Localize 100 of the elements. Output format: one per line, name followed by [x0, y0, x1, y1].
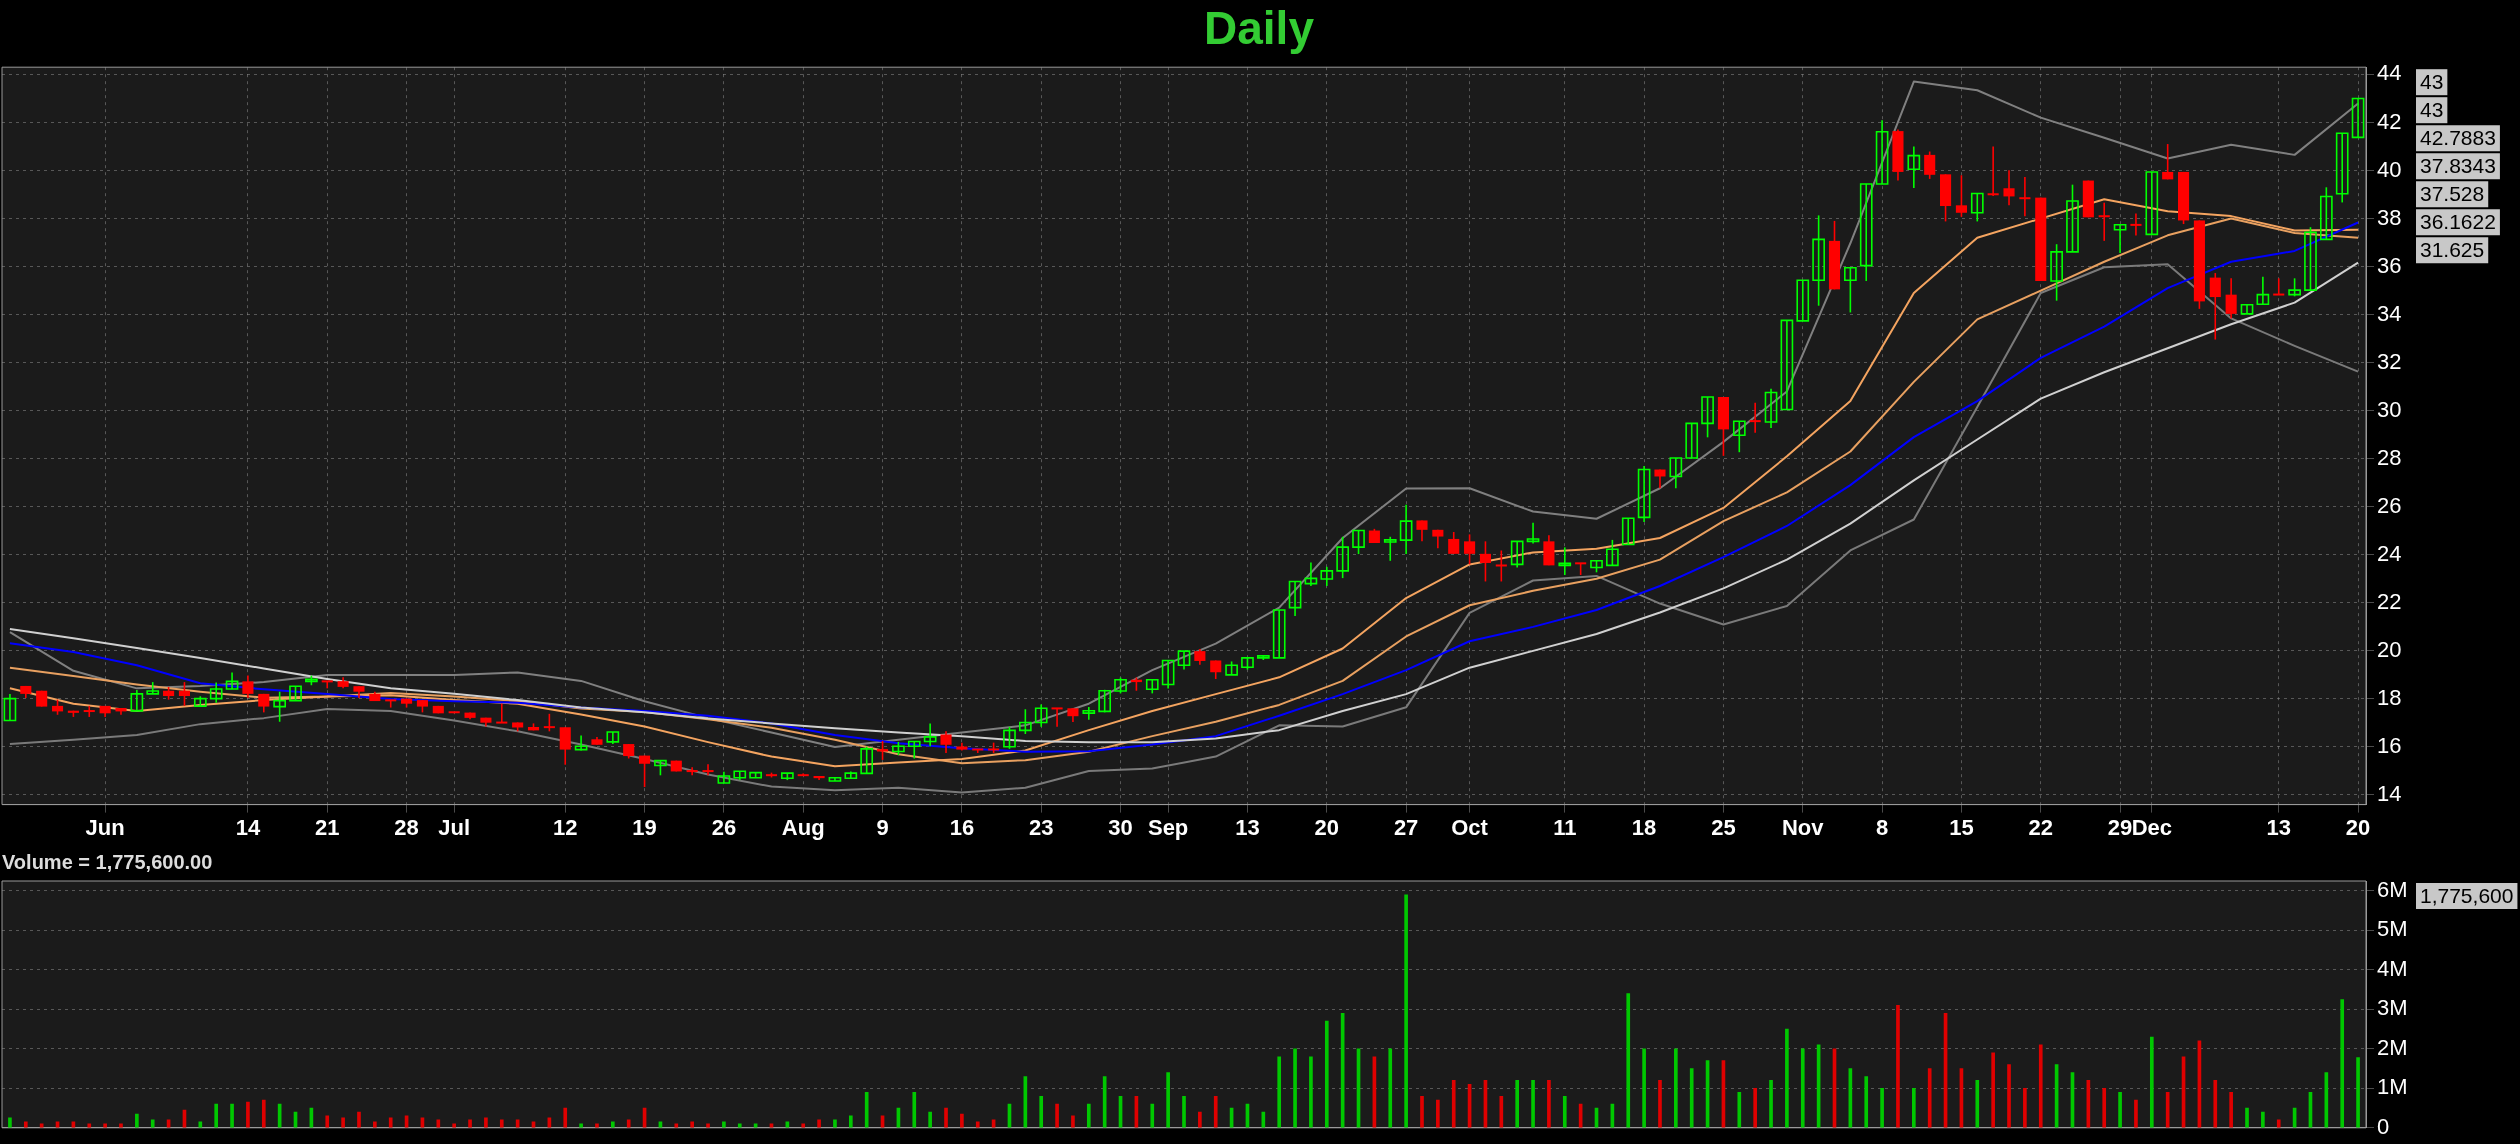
bar — [1436, 1099, 1440, 1128]
candlestick — [606, 731, 620, 745]
bar — [325, 1115, 330, 1128]
x-tick-label: 25 — [1711, 814, 1736, 840]
candlestick — [146, 681, 160, 695]
bar — [2356, 1057, 2360, 1128]
candlestick — [1732, 420, 1746, 454]
bar — [341, 1117, 345, 1128]
text: 43 — [2420, 98, 2444, 121]
bar — [1277, 1056, 1282, 1128]
candlestick — [686, 766, 698, 777]
candlestick — [1844, 266, 1857, 314]
bar — [864, 1091, 869, 1128]
y-tick-label: 14 — [2377, 781, 2402, 807]
x-tick-label: Sep — [1147, 814, 1189, 840]
candlestick — [972, 748, 984, 754]
bar — [2134, 1099, 2138, 1128]
bar — [1912, 1087, 1916, 1128]
bar — [1388, 1048, 1393, 1128]
x-tick-label: 13 — [2266, 814, 2291, 840]
candlestick — [1987, 145, 1999, 197]
bar — [2340, 999, 2345, 1128]
candlestick — [1875, 119, 1889, 185]
bar — [1055, 1103, 1059, 1128]
candlestick — [1685, 422, 1699, 459]
candlestick — [1098, 688, 1112, 714]
candlestick — [877, 740, 889, 761]
candlestick — [2240, 303, 2254, 315]
bar — [1324, 1020, 1329, 1128]
candlestick — [2003, 169, 2015, 207]
bar — [1737, 1091, 1742, 1128]
bar — [8, 1117, 12, 1128]
x-tick-label: 19 — [632, 814, 657, 840]
bar — [1753, 1087, 1757, 1128]
bar — [1991, 1052, 1995, 1128]
candlestick — [2162, 143, 2174, 181]
bar — [1039, 1095, 1044, 1128]
x-tick-label: 21 — [315, 814, 340, 840]
candlestick — [1495, 549, 1507, 583]
bar — [1102, 1076, 1107, 1128]
bar — [436, 1119, 441, 1128]
bar — [1309, 1056, 1313, 1128]
y-tick-label: 6M — [2377, 876, 2408, 902]
candlestick — [1669, 457, 1683, 490]
y-tick-label: 22 — [2377, 588, 2402, 614]
y-tick-label: 3M — [2377, 995, 2408, 1021]
candlestick — [2225, 277, 2237, 320]
bar — [1086, 1103, 1091, 1128]
bar — [1674, 1048, 1678, 1128]
y-tick-label: 20 — [2377, 636, 2402, 662]
x-tick-label: 15 — [1949, 814, 1974, 840]
candlestick — [1304, 561, 1318, 587]
candlestick — [1955, 174, 1967, 218]
y-tick-label: 30 — [2377, 396, 2402, 422]
bar — [214, 1103, 219, 1128]
candlestick — [940, 730, 952, 754]
candlestick — [923, 722, 937, 748]
x-tick-label: Dec — [2131, 814, 2172, 840]
candlestick — [1210, 659, 1222, 680]
candlestick — [2050, 243, 2063, 302]
bar — [1071, 1115, 1075, 1128]
x-tick-label: 13 — [1235, 814, 1260, 840]
candlestick — [2273, 277, 2285, 296]
candlestick — [1018, 708, 1032, 735]
text: 42.7883 — [2420, 126, 2496, 149]
bar — [1800, 1048, 1805, 1128]
candlestick — [1924, 150, 1936, 180]
bar — [1864, 1076, 1869, 1128]
candlestick — [1812, 214, 1825, 307]
candlestick — [1288, 580, 1302, 617]
text: 36.1622 — [2420, 210, 2496, 233]
bar — [150, 1119, 155, 1128]
candlestick — [1320, 566, 1334, 587]
x-tick-label: Aug — [781, 814, 825, 840]
candlestick — [1749, 401, 1761, 434]
bar — [2276, 1119, 2281, 1128]
bar — [2023, 1087, 2027, 1128]
candlestick — [178, 681, 191, 707]
bar — [2149, 1036, 2154, 1128]
candlestick — [860, 745, 874, 775]
x-tick-label: 23 — [1028, 814, 1054, 840]
candlestick — [1464, 533, 1476, 566]
candlestick — [1558, 546, 1572, 576]
x-tick-label: 12 — [552, 814, 578, 840]
bar — [1213, 1095, 1218, 1128]
bar — [2118, 1091, 2122, 1128]
y-tick-label: 4M — [2377, 955, 2408, 981]
candlestick — [1416, 519, 1428, 543]
chart-title: Volume = 1,775,600.00 — [2, 850, 213, 873]
candlestick — [907, 740, 921, 760]
candlestick — [2319, 186, 2333, 241]
bar — [1261, 1111, 1266, 1128]
x-tick-label: 28 — [394, 814, 419, 840]
x-tick-label: 22 — [2028, 814, 2053, 840]
candlestick — [1764, 388, 1778, 429]
bar — [2229, 1091, 2233, 1128]
text: 31.625 — [2420, 238, 2485, 261]
candlestick — [1082, 706, 1096, 721]
bar — [135, 1113, 139, 1128]
bar — [2213, 1080, 2218, 1128]
